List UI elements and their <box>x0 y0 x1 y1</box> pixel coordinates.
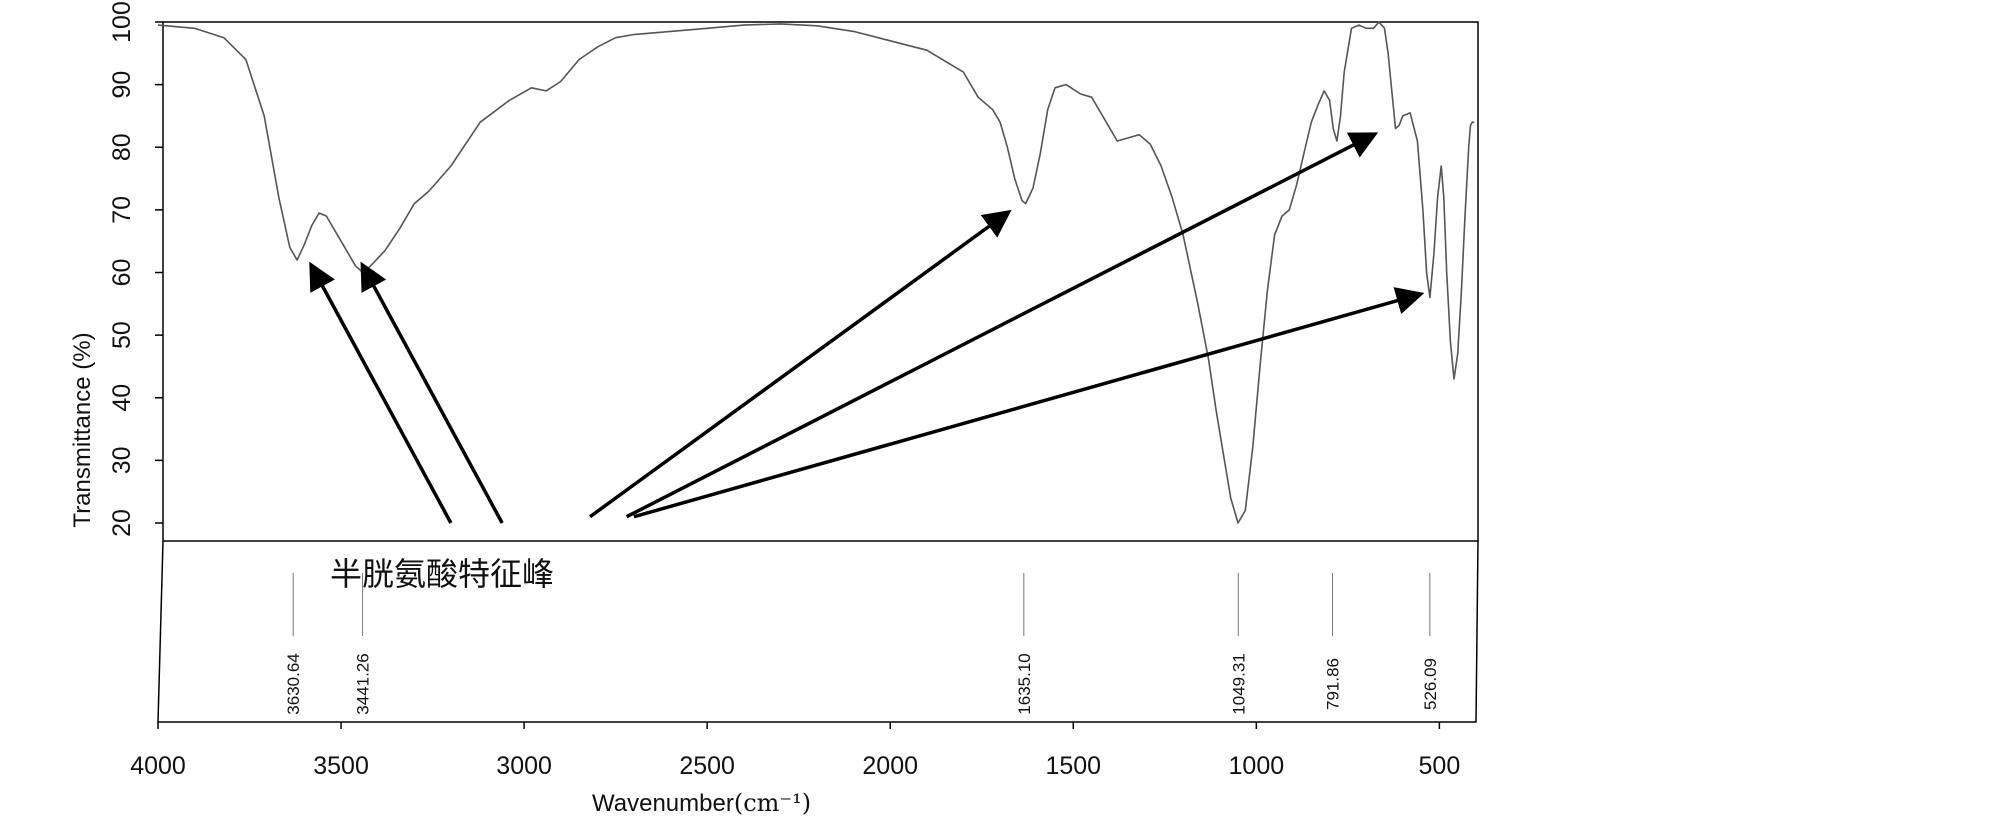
x-axis-title: Wavenumber(cm⁻¹) <box>592 789 811 817</box>
x-axis-ticks: 4000 3500 3000 2500 2000 1500 1000 500 <box>130 722 1460 780</box>
peak-labels: 3630.64 3441.26 1635.10 1049.31 791.86 526.09 <box>284 573 1440 715</box>
peak-label-5: 526.09 <box>1421 658 1440 710</box>
y-tick-label-100: 100 <box>108 1 136 43</box>
y-tick-label-20: 20 <box>108 509 136 537</box>
annotation-arrow-0 <box>309 261 453 524</box>
y-tick-label-80: 80 <box>108 133 136 161</box>
y-tick-label-60: 60 <box>108 259 136 287</box>
peak-label-0: 3630.64 <box>284 653 303 714</box>
peak-label-3: 1049.31 <box>1229 653 1248 714</box>
peak-label-1: 3441.26 <box>354 653 373 714</box>
peak-label-2: 1635.10 <box>1015 653 1034 714</box>
annotation-arrow-4 <box>633 287 1425 519</box>
peak-label-4: 791.86 <box>1324 658 1343 710</box>
x-axis-title-text: Wavenumber <box>592 790 734 817</box>
x-tick-label-1500: 1500 <box>1045 752 1101 780</box>
x-tick-label-2000: 2000 <box>862 752 918 780</box>
plot-frame <box>162 21 1479 542</box>
x-tick-label-1000: 1000 <box>1229 752 1285 780</box>
y-axis-title: Transmittance (%) <box>69 332 96 527</box>
y-tick-label-50: 50 <box>108 321 136 349</box>
annotation-arrows <box>309 132 1425 524</box>
x-tick-label-3000: 3000 <box>496 752 552 780</box>
x-tick-label-2500: 2500 <box>679 752 735 780</box>
y-tick-label-90: 90 <box>108 71 136 99</box>
annotation-label: 半胱氨酸特征峰 <box>330 555 554 593</box>
x-tick-label-3500: 3500 <box>313 752 369 780</box>
annotation-arrow-1 <box>360 261 504 524</box>
y-tick-label-30: 30 <box>108 446 136 474</box>
y-axis-ticks: 20 30 40 50 60 70 80 90 100 <box>108 1 163 537</box>
x-axis-title-unit: (cm⁻¹) <box>734 789 811 817</box>
x-tick-label-500: 500 <box>1419 752 1461 780</box>
x-tick-label-4000: 4000 <box>130 752 186 780</box>
y-tick-label-40: 40 <box>108 384 136 412</box>
annotation-arrow-2 <box>588 209 1012 519</box>
annotation-arrow-3 <box>625 132 1379 519</box>
peak-strip-frame <box>157 540 1479 723</box>
y-tick-label-70: 70 <box>108 196 136 224</box>
series-line-transmittance <box>157 21 1475 524</box>
